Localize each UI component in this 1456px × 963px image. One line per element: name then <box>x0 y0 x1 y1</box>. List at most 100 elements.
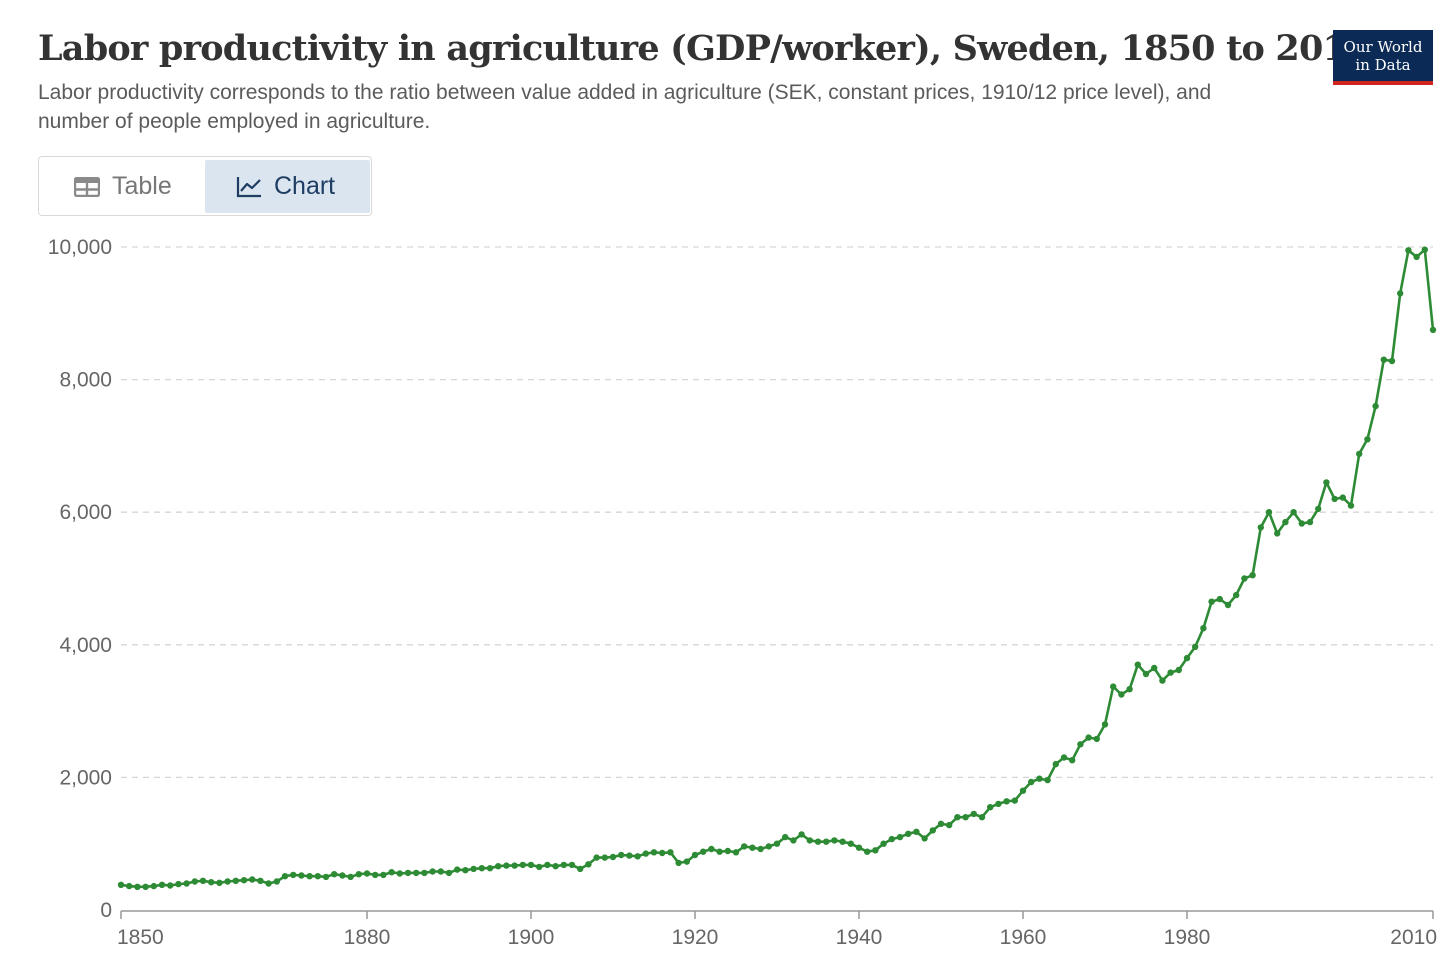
data-point <box>347 873 354 881</box>
data-point <box>339 872 346 879</box>
data-point <box>331 871 338 878</box>
data-point <box>1183 654 1191 662</box>
data-point <box>773 840 781 847</box>
data-point <box>1249 572 1256 579</box>
data-point <box>1192 643 1199 650</box>
data-point <box>765 843 772 850</box>
data-point <box>872 847 879 854</box>
data-point <box>847 840 854 847</box>
data-point <box>404 869 412 877</box>
y-tick-label: 0 <box>100 899 112 922</box>
data-point <box>265 880 272 887</box>
data-point <box>593 854 600 861</box>
tab-chart-label: Chart <box>274 172 336 200</box>
data-point <box>995 800 1002 808</box>
data-point <box>1405 247 1412 254</box>
data-point <box>1331 495 1338 503</box>
data-point <box>273 878 280 885</box>
data-point <box>650 849 658 856</box>
tab-chart[interactable]: Chart <box>205 160 370 213</box>
data-point <box>314 873 321 880</box>
data-point <box>281 873 289 880</box>
data-point <box>577 865 584 873</box>
data-point <box>445 869 453 877</box>
data-point <box>855 844 863 851</box>
data-series <box>117 246 1437 890</box>
data-point <box>175 880 182 888</box>
data-point <box>905 830 912 837</box>
data-point <box>1085 734 1092 741</box>
data-point <box>1175 666 1183 674</box>
data-point <box>962 814 969 821</box>
data-point <box>970 810 977 818</box>
data-point <box>864 848 871 855</box>
data-point <box>601 854 608 861</box>
data-point <box>1142 670 1150 678</box>
data-point <box>790 837 797 844</box>
data-point <box>888 835 895 843</box>
data-point <box>568 861 576 869</box>
data-point <box>363 870 371 877</box>
data-point <box>1126 686 1133 693</box>
data-point <box>1356 450 1363 458</box>
data-point <box>675 859 682 867</box>
data-point <box>782 833 789 841</box>
data-point <box>937 820 945 827</box>
data-point <box>806 837 813 844</box>
data-point <box>421 869 428 877</box>
data-point <box>413 869 420 877</box>
data-point <box>1118 691 1125 698</box>
data-point <box>290 871 297 879</box>
data-point <box>1290 509 1297 516</box>
data-point <box>1019 787 1027 794</box>
data-point <box>716 848 723 855</box>
data-point <box>921 835 928 842</box>
data-point <box>1315 505 1322 513</box>
data-point <box>552 863 559 870</box>
data-point <box>216 879 223 886</box>
data-point <box>478 865 485 872</box>
data-point <box>1151 664 1158 672</box>
x-tick-label: 1960 <box>1000 926 1047 949</box>
y-tick-label: 2,000 <box>59 766 112 789</box>
data-point <box>1003 798 1010 805</box>
view-toggle: Table Chart <box>38 156 372 216</box>
data-point <box>708 845 715 853</box>
line-chart-icon <box>236 176 261 197</box>
data-point <box>240 877 248 884</box>
data-point <box>372 871 379 879</box>
data-point <box>724 847 731 855</box>
data-point <box>1044 776 1051 784</box>
data-point <box>814 838 822 845</box>
grid-lines <box>121 246 1433 779</box>
data-point <box>1093 735 1101 743</box>
data-point <box>142 883 149 890</box>
data-point <box>642 850 649 857</box>
x-tick-label: 1900 <box>508 926 555 949</box>
data-point <box>167 882 174 889</box>
owid-logo[interactable]: Our World in Data <box>1333 30 1433 85</box>
data-point <box>954 814 961 821</box>
data-point <box>749 844 756 851</box>
y-tick-label: 6,000 <box>59 501 112 524</box>
data-point <box>511 862 518 869</box>
data-point <box>1282 518 1289 526</box>
data-point <box>503 862 510 869</box>
data-point <box>1397 290 1404 297</box>
data-point <box>117 881 125 888</box>
data-point <box>183 880 190 887</box>
data-point <box>667 849 674 856</box>
y-tick-label: 4,000 <box>59 634 112 657</box>
data-point <box>1036 775 1043 782</box>
data-point <box>1224 601 1232 609</box>
tab-table[interactable]: Table <box>42 160 205 213</box>
data-point <box>741 843 748 850</box>
data-point <box>396 870 403 877</box>
data-point <box>158 881 166 888</box>
data-point <box>486 865 494 872</box>
x-axis: 1850 1880 1900 1920 1940 1960 1980 2010 <box>117 910 1437 949</box>
data-point <box>978 814 986 821</box>
data-point <box>1413 253 1420 261</box>
data-point <box>1052 760 1060 768</box>
data-point <box>150 882 157 890</box>
